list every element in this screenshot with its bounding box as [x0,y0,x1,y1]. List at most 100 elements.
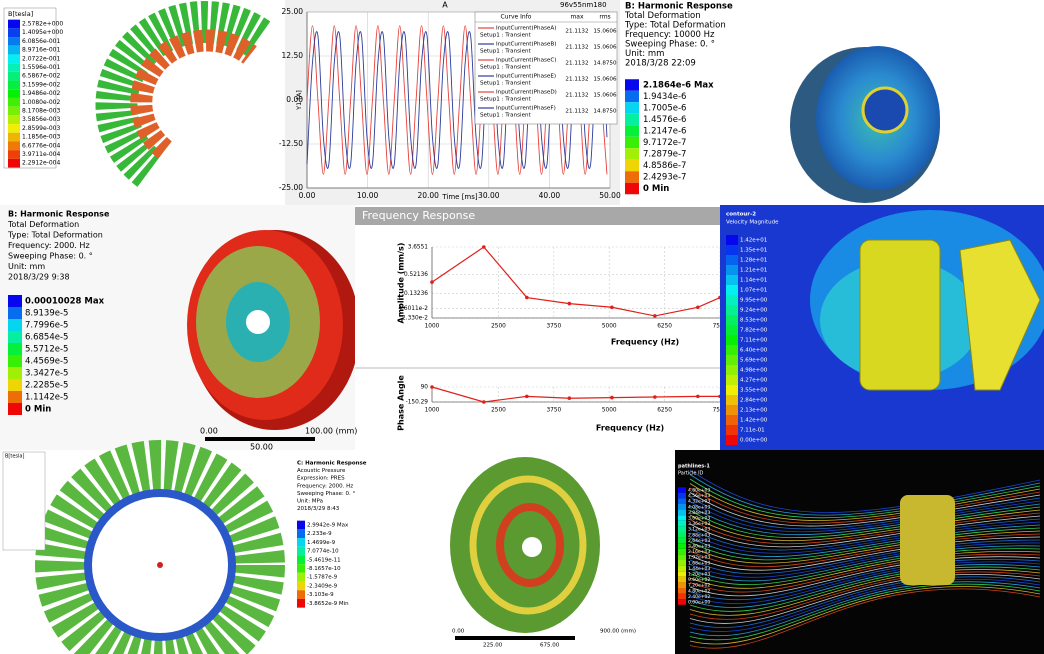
legend-swatch [625,102,639,114]
legend-swatch [8,132,20,142]
legend-label: 1.35e+01 [740,248,767,254]
info-line: contour-2 [726,212,756,218]
data-point [610,305,614,310]
data-point [430,385,434,389]
legend-label: InputCurrent(PhaseC) [496,58,556,64]
legend-swatch [8,355,22,367]
scale-label: 675.00 [540,643,560,649]
legend-label: 1.4699e-9 [307,540,336,546]
legend-label: 1.9486e-002 [22,90,60,97]
x-tick-label: 7500 [713,324,728,330]
legend-swatch [8,403,22,415]
data-line [431,246,720,317]
legend-label: 1.9434e-6 [643,92,686,102]
legend-label: -3.103e-9 [307,592,334,598]
legend-label: 3.36e+03 [688,521,710,527]
legend-swatch [8,37,20,46]
info-line: Frequency: 10000 Hz [625,30,715,40]
legend-swatch [678,576,686,583]
legend-swatch [8,307,22,319]
legend-swatch [625,148,639,160]
legend-label: 4.80e+02 [688,588,710,594]
pathline [689,530,1041,564]
pathline [689,564,1041,608]
legend-label: 1.28e+01 [740,258,767,264]
legend-label: 6.6854e-5 [25,333,68,343]
legend-label: InputCurrent(PhaseF) [496,106,556,112]
pathline [689,506,1041,539]
pathline [689,509,1041,541]
legend-swatch [726,385,738,395]
legend-label: 3.55e+00 [740,388,768,394]
legend-label: 1.4576e-6 [643,115,686,125]
info-line: B: Harmonic Response [8,210,110,219]
legend-swatch [678,520,686,527]
y-tick-label: 0.52136 [404,272,428,278]
pathline [689,588,1041,649]
legend-label: -1.5787e-9 [307,575,338,581]
pathline [689,583,1041,641]
motor-coil [130,29,257,159]
legend-label: 3.5856e-003 [22,116,60,123]
legend-label: 2.88e+03 [688,532,710,538]
x-tick-label: 5000 [602,324,617,330]
y-tick-label: 3.6551 [408,245,429,251]
pressure-ring [469,475,587,615]
legend-label: InputCurrent(PhaseA) [496,26,556,32]
legend-label: 7.20e+02 [688,583,710,589]
legend-swatch [297,529,305,539]
legend-label: 4.32e+03 [688,499,710,505]
legend-swatch [726,395,738,405]
legend-label: 1.4095e+000 [22,29,63,36]
pathline [689,548,1041,585]
legend-label: 9.95e+00 [740,298,768,304]
legend-swatch [8,80,20,90]
legend-swatch [8,71,20,81]
data-line [431,386,720,403]
info-line: 2018/3/28 22:09 [625,59,696,69]
legend-swatch [8,106,20,116]
legend-label: 7.11e-01 [740,428,765,434]
data-point [430,280,434,284]
y-tick-label: -150.29 [406,400,429,406]
legend-swatch [625,79,639,91]
legend-swatch [297,598,305,608]
table-header: rms [599,14,610,21]
info-line: Unit: mm [8,262,45,271]
legend-swatch [726,355,738,365]
legend-label: 1.14e+01 [740,278,767,284]
legend-label: 0 Min [643,184,669,194]
data-point [653,314,657,318]
legend-swatch [8,63,20,72]
legend-label: 7.2879e-7 [643,150,686,160]
legend-label: 1.92e+03 [688,555,710,561]
table-cell: 14.8750 [593,109,617,115]
info-line: Sweeping Phase: 0. ° [297,491,356,497]
legend-swatch [678,492,686,499]
info-line: Type: Total Deformation [7,231,103,240]
legend-label: 1.1142e-5 [25,393,68,403]
legend-label: 6.6776e-004 [22,142,60,149]
x-tick-label: 7500 [713,408,728,414]
info-line: Total Deformation [624,11,701,21]
info-line: Sweeping Phase: 0. ° [625,40,715,50]
pathline [689,524,1041,557]
x-axis-label: Time [ms] [441,193,478,201]
legend-swatch [297,564,305,573]
x-axis-label: Frequency (Hz) [596,424,664,433]
y-tick-label: 12.50 [282,51,304,60]
data-point [653,395,657,399]
legend-label: 3.84e+03 [688,510,710,516]
pathline [689,571,1041,620]
info-line: Type: Total Deformation [624,21,726,31]
legend-label: 2.84e+00 [740,398,768,404]
legend-swatch [726,285,738,295]
legend-swatch [726,315,738,325]
pathline [689,492,1041,527]
x-tick-label: 3750 [546,408,561,414]
legend-label: 2.1864e-6 Max [643,81,714,91]
legend-swatch [8,54,20,64]
legend-swatch [726,265,738,275]
legend-swatch [8,28,20,38]
legend-swatch [678,560,686,566]
